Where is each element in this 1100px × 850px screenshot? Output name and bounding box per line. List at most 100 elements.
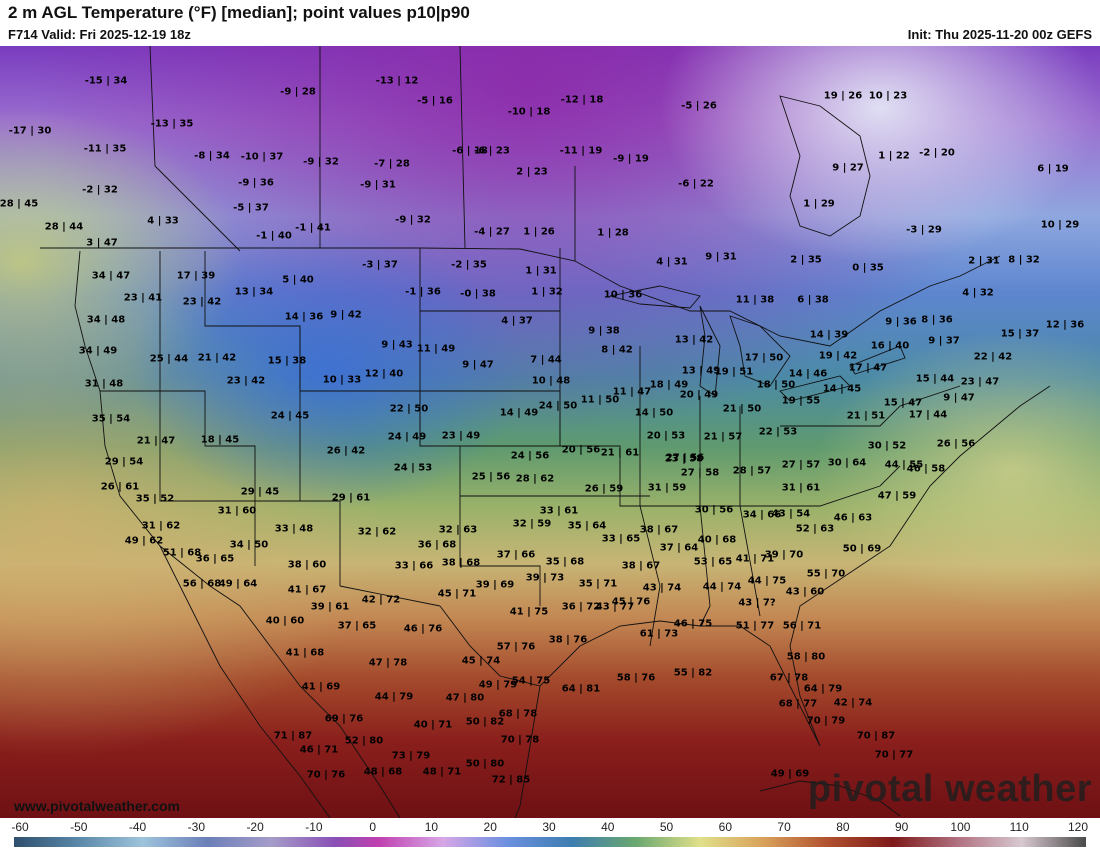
point-value: 41 | 75 <box>509 606 549 618</box>
point-value: 26 | 56 <box>936 438 976 450</box>
temperature-map[interactable]: pivotal weather www.pivotalweather.com -… <box>0 46 1100 818</box>
point-value: 23 | 42 <box>226 375 266 387</box>
point-value: 39 | 73 <box>525 572 565 584</box>
point-value: 56 | 71 <box>782 620 822 632</box>
scale-tick-label: 70 <box>777 820 791 834</box>
point-value: 38 | 67 <box>639 524 679 536</box>
point-value: 31 | 48 <box>84 378 124 390</box>
point-value: 9 | 47 <box>462 359 494 371</box>
scale-tick-label: -40 <box>128 820 147 834</box>
point-value: 33 | 48 <box>274 523 314 535</box>
point-value: 4 | 37 <box>501 315 533 327</box>
point-value: 47 | 59 <box>877 490 917 502</box>
point-value: 48 | 71 <box>422 766 462 778</box>
point-value: 38 | 76 <box>548 634 588 646</box>
point-value: -10 | 18 <box>507 106 551 118</box>
point-value: 45 | 71 <box>437 588 477 600</box>
scale-tick-label: 120 <box>1067 820 1089 834</box>
point-value: 5 | 40 <box>282 274 314 286</box>
point-value: -9 | 28 <box>280 86 316 98</box>
point-value: 12 | 36 <box>1045 319 1085 331</box>
point-value: 26 | 59 <box>584 483 624 495</box>
point-value: 46 | 75 <box>673 618 713 630</box>
point-value: 9 | 31 <box>705 251 737 263</box>
scale-tick-label: 90 <box>894 820 909 834</box>
point-value: 31 | 61 <box>781 482 821 494</box>
scale-tick-label: 0 <box>369 820 376 834</box>
point-value: 38 | 60 <box>287 559 327 571</box>
scale-tick-label: -60 <box>11 820 29 834</box>
point-value: 17 | 44 <box>908 409 948 421</box>
point-value: 24 | 56 <box>510 450 550 462</box>
point-value: 23 | 49 <box>441 430 481 442</box>
scale-tick-label: 100 <box>950 820 971 834</box>
point-value: 33 | 61 <box>539 505 579 517</box>
point-value: 0 | 35 <box>852 262 884 274</box>
point-value: 44 | 55 <box>884 459 924 471</box>
point-value: 7 | 44 <box>530 354 562 366</box>
point-value: 14 | 36 <box>284 311 324 323</box>
point-value: 52 | 80 <box>344 735 384 747</box>
point-value: -3 | 29 <box>906 224 942 236</box>
point-value: -9 | 36 <box>238 177 274 189</box>
point-value: 18 | 49 <box>649 379 689 391</box>
point-value: 20 | 49 <box>679 389 719 401</box>
point-value: 34 | 49 <box>78 345 118 357</box>
point-value: -13 | 35 <box>150 118 194 130</box>
point-value: 31 | 59 <box>647 482 687 494</box>
point-value: 71 | 87 <box>273 730 313 742</box>
point-value: 50 | 69 <box>842 543 882 555</box>
point-value: 31 | 62 <box>141 520 181 532</box>
point-value: 11 | 47 <box>612 386 652 398</box>
point-value: 9 | 42 <box>330 309 362 321</box>
point-value: 25 | 44 <box>149 353 189 365</box>
point-value: 2 | 35 <box>790 254 822 266</box>
point-value: 51 | 77 <box>735 620 775 632</box>
point-value: 41 | 69 <box>301 681 341 693</box>
scale-tick-label: 40 <box>601 820 615 834</box>
point-value: 6 | 19 <box>1037 163 1069 175</box>
point-value: 3 | 47 <box>86 237 118 249</box>
point-value: -5 | 26 <box>681 100 717 112</box>
site-url[interactable]: www.pivotalweather.com <box>14 798 180 814</box>
point-value: 20 | 56 <box>561 444 601 456</box>
scale-tick-label: 10 <box>424 820 439 834</box>
point-value: 32 | 63 <box>438 524 478 536</box>
point-value: 70 | 78 <box>500 734 540 746</box>
point-value: 34 | 66 <box>742 509 782 521</box>
point-value: 8 | 42 <box>601 344 633 356</box>
point-value: 13 | 34 <box>234 286 274 298</box>
point-value: 47 | 80 <box>445 692 485 704</box>
point-value: 37 | 66 <box>496 549 536 561</box>
point-value: -9 | 19 <box>613 153 649 165</box>
point-value: 73 | 79 <box>391 750 431 762</box>
scale-tick-label: -20 <box>246 820 264 834</box>
point-value: 38 | 68 <box>441 557 481 569</box>
point-value: 9 | 27 <box>832 162 864 174</box>
point-value: -15 | 34 <box>84 75 128 87</box>
point-value: 44 | 74 <box>702 581 742 593</box>
scale-tick-label: 60 <box>718 820 733 834</box>
point-value: 4 | 31 <box>656 256 688 268</box>
point-value: 9 | 36 <box>885 316 917 328</box>
point-value: 31 | 60 <box>217 505 257 517</box>
point-value: 15 | 47 <box>883 397 923 409</box>
point-value: 39 | 61 <box>310 601 350 613</box>
point-value: 15 | 44 <box>915 373 955 385</box>
point-value: -9 | 32 <box>395 214 431 226</box>
point-value: 35 | 71 <box>578 578 618 590</box>
color-scale-bar <box>14 837 1086 847</box>
point-value: 29 | 45 <box>240 486 280 498</box>
point-value: 49 | 69 <box>770 768 810 780</box>
point-value: 70 | 77 <box>874 749 914 761</box>
point-value: 1 | 29 <box>803 198 835 210</box>
point-value: 14 | 39 <box>809 329 849 341</box>
point-value: 19 | 51 <box>714 366 754 378</box>
point-value: 18 | 45 <box>200 434 240 446</box>
point-value: 10 | 29 <box>1040 219 1080 231</box>
point-value: 21 | 57 <box>703 431 743 443</box>
point-value: 44 | 75 <box>747 575 787 587</box>
point-value: 57 | 76 <box>496 641 536 653</box>
point-value: 46 | 58 <box>906 463 946 475</box>
point-value: 15 | 37 <box>1000 328 1040 340</box>
